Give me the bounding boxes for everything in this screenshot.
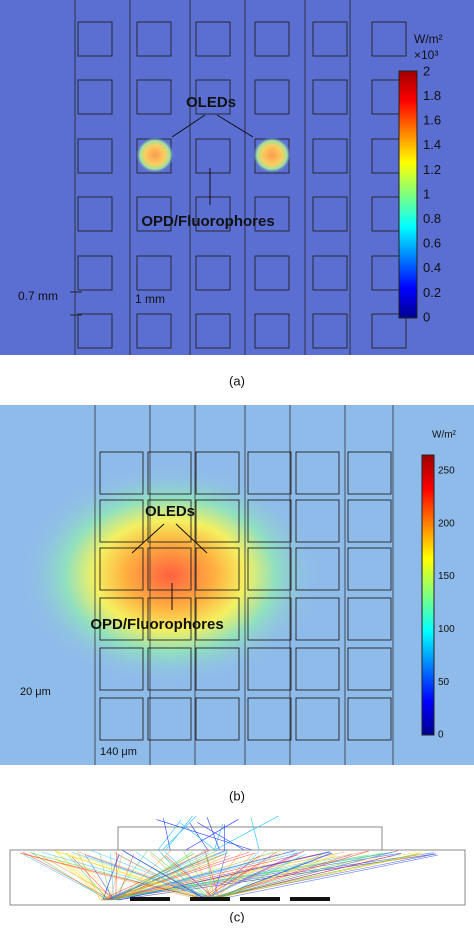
colorbar-tick-label: 1.2	[423, 162, 441, 177]
ray-trace	[10, 816, 465, 905]
colorbar-tick-label: 0	[438, 730, 444, 741]
detector	[240, 897, 280, 901]
detector	[130, 897, 170, 901]
scale-label: 1 mm	[135, 292, 165, 306]
detector	[190, 897, 230, 901]
caption: (a)	[229, 373, 245, 388]
colorbar-tick-label: 0	[423, 309, 430, 324]
detector	[290, 897, 330, 901]
oled-emission	[136, 137, 174, 173]
annotation: OPD/Fluorophores	[141, 213, 274, 230]
annotation: OLEDs	[145, 503, 195, 520]
colorbar-tick-label: 0.8	[423, 211, 441, 226]
annotation: OLEDs	[186, 94, 236, 111]
ray	[54, 850, 110, 900]
oled-emission	[253, 137, 291, 173]
colorbar-tick-label: 0.6	[423, 236, 441, 251]
caption: (b)	[229, 788, 245, 803]
ray	[157, 820, 252, 850]
scale-label: 0.7 mm	[18, 289, 58, 303]
colorbar-tick-label: 1.8	[423, 88, 441, 103]
colorbar-tick-label: 250	[438, 466, 455, 477]
scale-label: 140 μm	[100, 746, 137, 758]
colorbar-tick-label: 0.4	[423, 260, 441, 275]
caption: (c)	[229, 909, 244, 923]
ray	[251, 817, 259, 850]
ray	[214, 816, 278, 850]
unit: W/m²	[414, 32, 443, 46]
colorbar-tick-label: 1.6	[423, 113, 441, 128]
colorbar-tick-label: 1	[423, 186, 430, 201]
colorbar-b	[422, 455, 434, 735]
colorbar-a	[399, 71, 417, 318]
heat-spread	[20, 465, 320, 685]
ray	[166, 816, 193, 850]
colorbar-tick-label: 100	[438, 624, 455, 635]
ray	[186, 819, 239, 850]
scale-label: 20 μm	[20, 686, 51, 698]
multiplier: ×10³	[414, 48, 438, 62]
colorbar-tick-label: 1.4	[423, 137, 441, 152]
colorbar-tick-label: 200	[438, 518, 455, 529]
unit: W/m²	[432, 430, 457, 441]
colorbar-tick-label: 2	[423, 63, 430, 78]
colorbar-tick-label: 150	[438, 571, 455, 582]
colorbar-tick-label: 0.2	[423, 285, 441, 300]
colorbar-tick-label: 50	[438, 677, 450, 688]
annotation: OPD/Fluorophores	[90, 616, 223, 633]
